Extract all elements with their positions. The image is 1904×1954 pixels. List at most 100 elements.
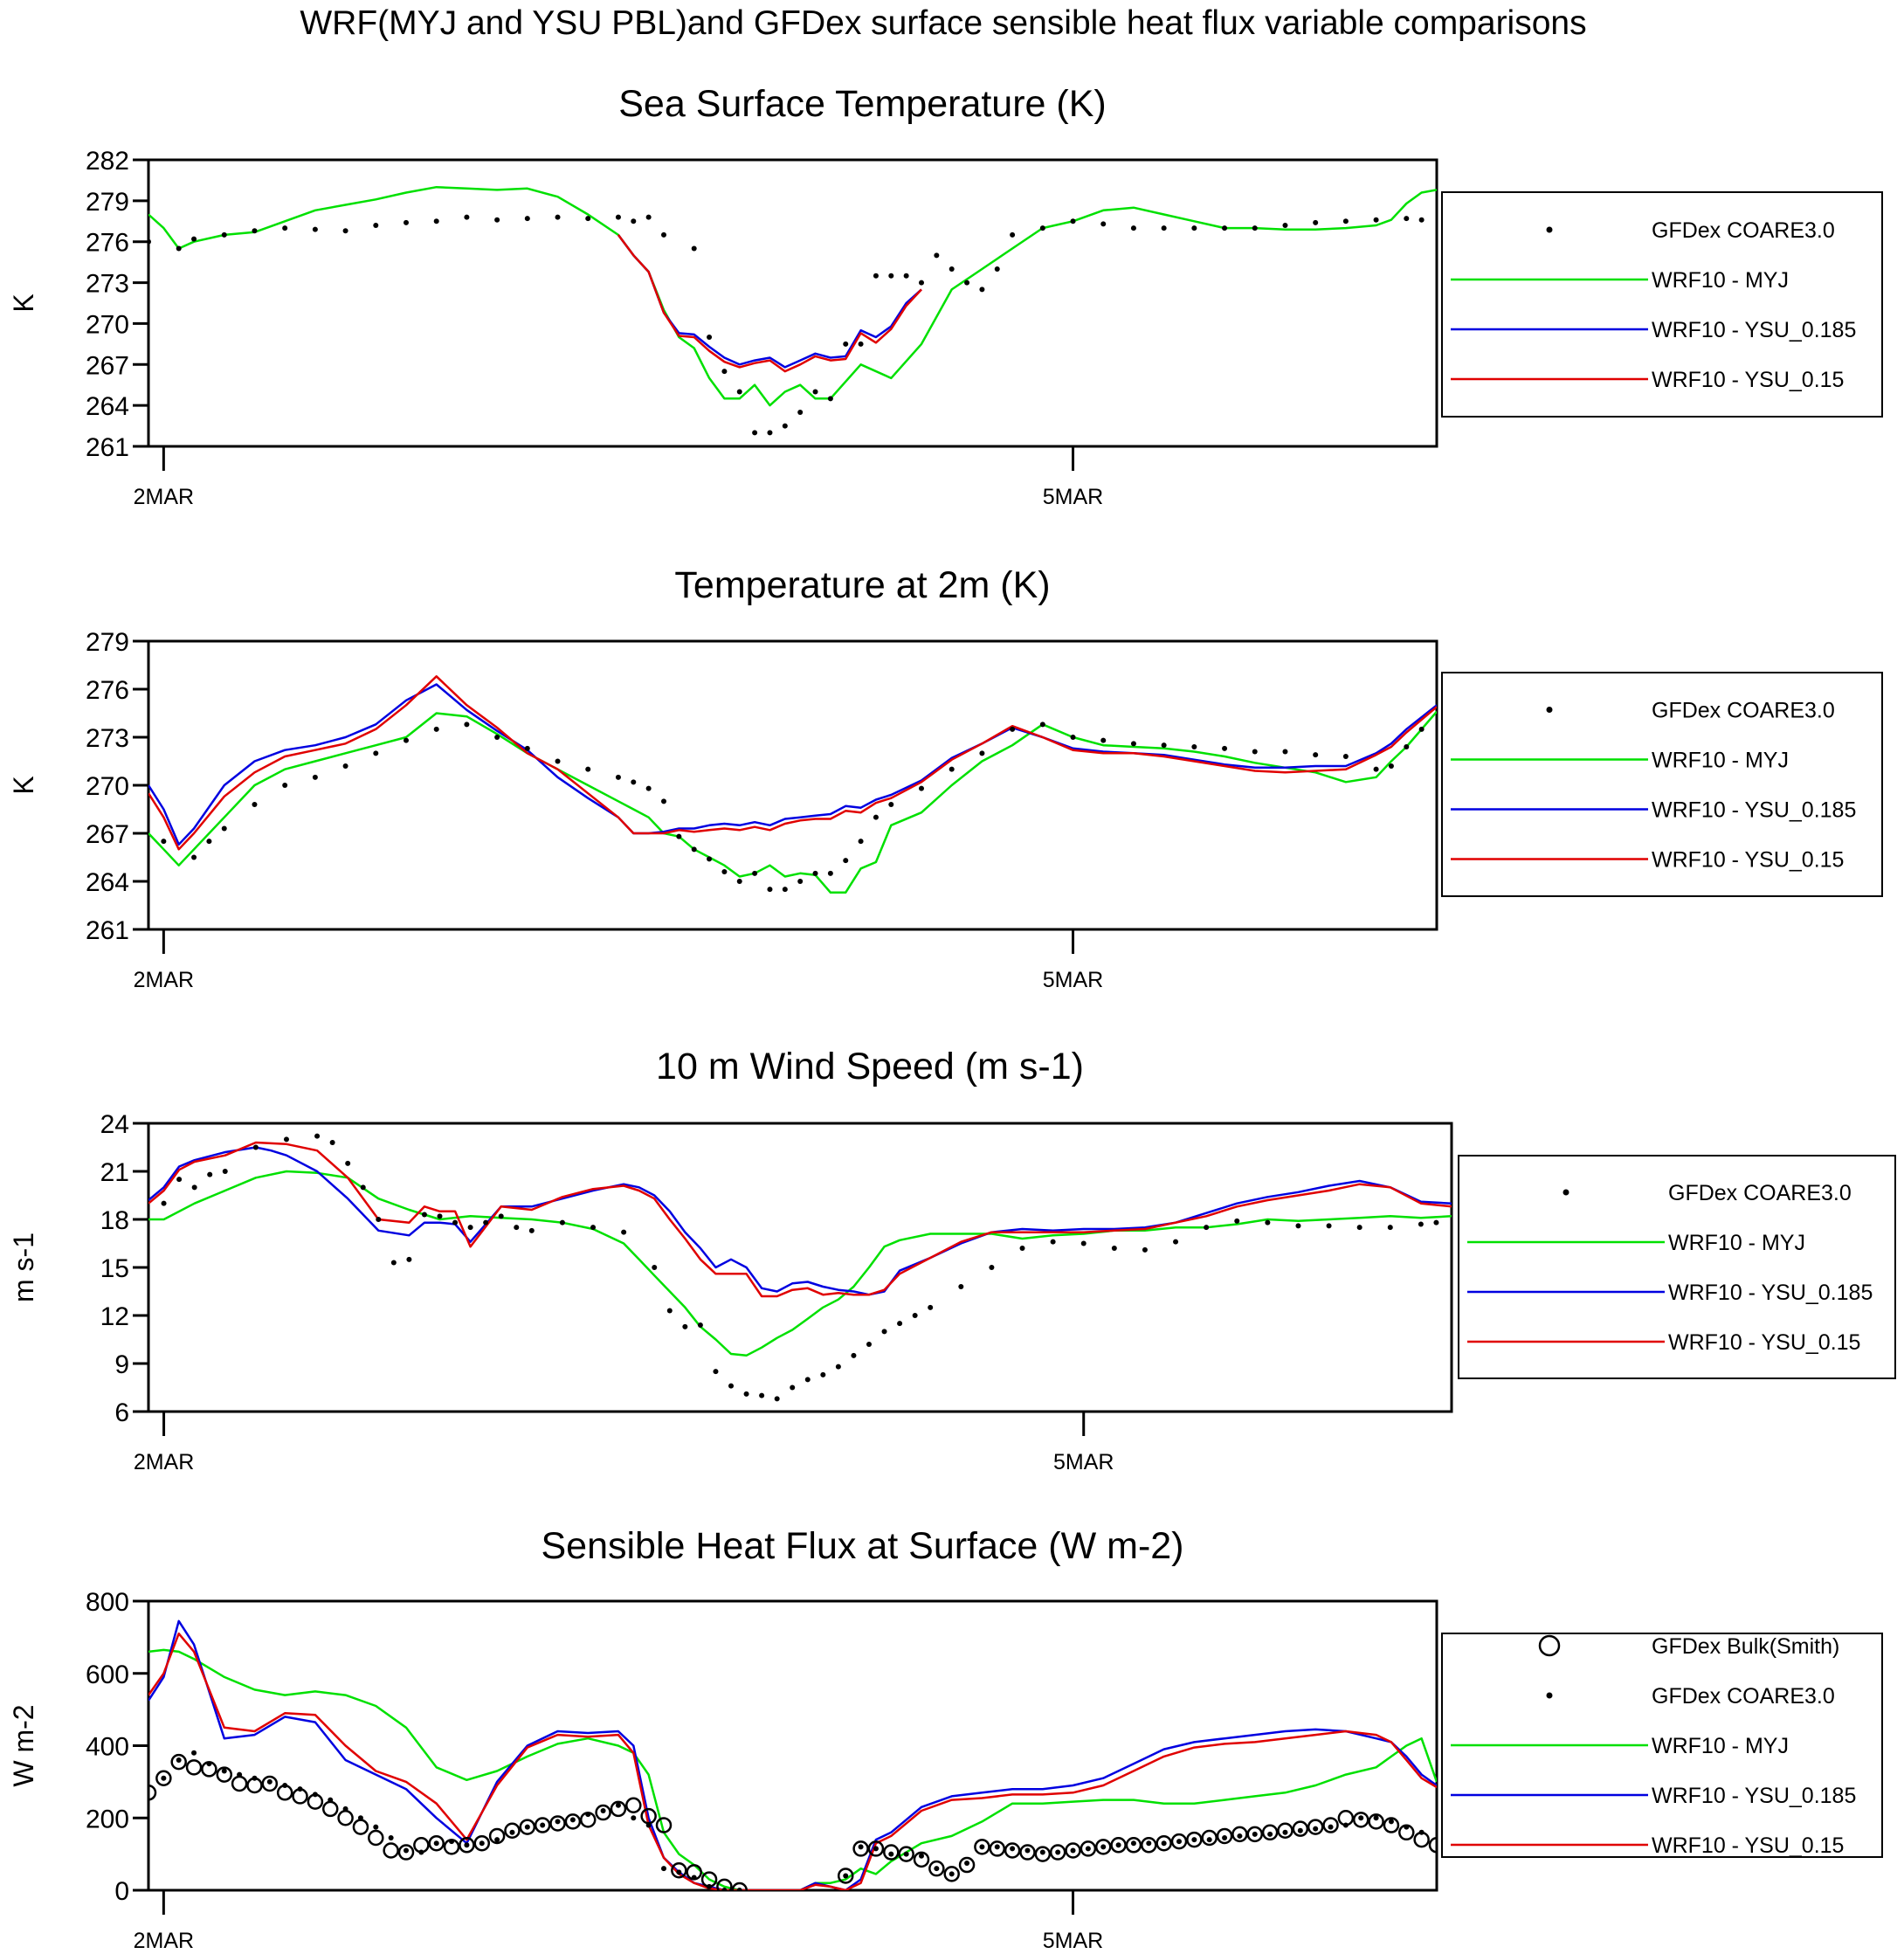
- point-gfdex-coare3-0: [897, 1321, 903, 1327]
- point-gfdex-bulk-smith-: [1352, 1812, 1369, 1828]
- point-gfdex-coare3-0: [494, 217, 500, 223]
- plot-area: [148, 675, 1437, 894]
- point-gfdex-coare3-0: [600, 1807, 606, 1813]
- point-gfdex-bulk-smith-: [686, 1864, 702, 1881]
- point-gfdex-bulk-smith-: [655, 1817, 673, 1833]
- point-gfdex-coare3-0: [919, 785, 924, 791]
- point-gfdex-coare3-0: [676, 1869, 682, 1875]
- point-gfdex-coare3-0: [314, 1133, 321, 1139]
- point-gfdex-coare3-0: [252, 1144, 259, 1150]
- point-gfdex-coare3-0: [191, 236, 197, 242]
- series-line-wrf10-ysu-0-15: [617, 234, 922, 373]
- series-line-wrf10-myj: [148, 710, 1437, 894]
- point-gfdex-bulk-smith-: [989, 1840, 1006, 1857]
- chart-panel-2: Temperature at 2m (K) K 279 276 273 270 267 264…: [8, 564, 1883, 992]
- point-gfdex-coare3-0: [282, 225, 288, 231]
- point-gfdex-coare3-0: [835, 1364, 841, 1370]
- point-gfdex-coare3-0: [464, 1842, 470, 1848]
- point-gfdex-bulk-smith-: [1156, 1834, 1172, 1852]
- point-gfdex-coare3-0: [498, 1213, 504, 1219]
- point-gfdex-coare3-0: [661, 798, 666, 804]
- legend-label: GFDex COARE3.0: [1652, 218, 1835, 243]
- point-gfdex-bulk-smith-: [1428, 1837, 1437, 1854]
- point-gfdex-bulk-smith-: [443, 1839, 460, 1855]
- point-gfdex-coare3-0: [873, 814, 879, 820]
- point-gfdex-coare3-0: [736, 389, 742, 395]
- point-gfdex-coare3-0: [728, 1383, 735, 1389]
- point-gfdex-bulk-smith-: [1004, 1842, 1021, 1859]
- legend-label: WRF10 - MYJ: [1668, 1231, 1805, 1255]
- point-gfdex-coare3-0: [1418, 1221, 1424, 1227]
- point-gfdex-coare3-0: [804, 1377, 811, 1383]
- point-gfdex-coare3-0: [329, 1140, 335, 1145]
- point-gfdex-bulk-smith-: [1368, 1813, 1384, 1830]
- y-tick-label: 273: [86, 270, 129, 299]
- point-gfdex-coare3-0: [1295, 1223, 1301, 1229]
- point-gfdex-coare3-0: [1418, 726, 1425, 732]
- legend-label: GFDex COARE3.0: [1652, 1684, 1835, 1709]
- point-gfdex-bulk-smith-: [216, 1766, 233, 1783]
- y-tick-label: 267: [86, 820, 129, 849]
- legend-symbol-gfdex-coare3-0: [1546, 707, 1553, 713]
- point-gfdex-bulk-smith-: [352, 1819, 369, 1835]
- point-gfdex-coare3-0: [1326, 1223, 1332, 1229]
- point-gfdex-coare3-0: [437, 1213, 443, 1219]
- point-gfdex-coare3-0: [452, 1219, 459, 1226]
- point-gfdex-coare3-0: [851, 1352, 857, 1358]
- point-gfdex-coare3-0: [934, 252, 940, 259]
- point-gfdex-coare3-0: [928, 1304, 934, 1310]
- point-gfdex-coare3-0: [1010, 1846, 1016, 1852]
- point-gfdex-coare3-0: [191, 1750, 197, 1756]
- point-gfdex-bulk-smith-: [321, 1800, 339, 1818]
- legend-label: WRF10 - YSU_0.185: [1668, 1281, 1873, 1305]
- point-gfdex-coare3-0: [283, 1136, 289, 1143]
- point-gfdex-coare3-0: [373, 750, 379, 756]
- point-gfdex-bulk-smith-: [473, 1834, 491, 1852]
- point-gfdex-coare3-0: [721, 1888, 728, 1890]
- point-gfdex-coare3-0: [221, 1768, 227, 1774]
- y-tick-label: 282: [86, 147, 129, 176]
- point-gfdex-bulk-smith-: [292, 1788, 308, 1805]
- point-gfdex-coare3-0: [843, 341, 849, 347]
- point-gfdex-coare3-0: [1388, 763, 1394, 769]
- y-tick-label: 264: [86, 868, 129, 897]
- point-gfdex-coare3-0: [752, 430, 758, 436]
- series-line-wrf10-myj: [148, 1648, 1437, 1890]
- chart-panel-1: Sea Surface Temperature (K) K 282 279 276 273…: [8, 83, 1883, 509]
- point-gfdex-coare3-0: [433, 726, 439, 732]
- point-gfdex-coare3-0: [555, 214, 561, 220]
- point-gfdex-bulk-smith-: [579, 1812, 597, 1828]
- legend: GFDex Bulk(Smith) GFDex COARE3.0 WRF10 - M…: [1441, 1633, 1883, 1858]
- point-gfdex-coare3-0: [1282, 749, 1288, 755]
- point-gfdex-coare3-0: [666, 1308, 673, 1314]
- point-gfdex-coare3-0: [252, 228, 258, 234]
- point-gfdex-coare3-0: [421, 1212, 427, 1218]
- point-gfdex-bulk-smith-: [716, 1878, 733, 1890]
- point-gfdex-coare3-0: [691, 245, 697, 252]
- point-gfdex-coare3-0: [994, 266, 1000, 272]
- point-gfdex-coare3-0: [161, 1775, 167, 1781]
- point-gfdex-coare3-0: [949, 1871, 955, 1877]
- point-gfdex-bulk-smith-: [1170, 1833, 1188, 1850]
- chart-title: Sensible Heat Flux at Surface (W m-2): [541, 1525, 1183, 1567]
- point-gfdex-bulk-smith-: [867, 1840, 885, 1857]
- y-tick-label: 600: [86, 1661, 129, 1689]
- legend-label: GFDex Bulk(Smith): [1652, 1634, 1839, 1659]
- point-gfdex-coare3-0: [514, 1225, 520, 1231]
- point-gfdex-coare3-0: [1055, 1849, 1061, 1855]
- y-tick-label: 264: [86, 392, 129, 421]
- point-gfdex-coare3-0: [524, 216, 530, 222]
- point-gfdex-coare3-0: [467, 1225, 473, 1231]
- point-gfdex-coare3-0: [661, 1866, 666, 1872]
- point-gfdex-coare3-0: [873, 273, 879, 279]
- series-line-wrf10-ysu-0-185: [148, 1619, 1437, 1890]
- point-gfdex-coare3-0: [312, 774, 318, 780]
- point-gfdex-bulk-smith-: [1413, 1831, 1430, 1848]
- legend-label: WRF10 - YSU_0.185: [1652, 1784, 1856, 1808]
- x-tick-label: 5MAR: [1043, 1929, 1103, 1953]
- point-gfdex-coare3-0: [161, 839, 167, 845]
- point-gfdex-bulk-smith-: [958, 1856, 976, 1874]
- point-gfdex-coare3-0: [221, 231, 227, 238]
- point-gfdex-coare3-0: [858, 839, 864, 845]
- y-tick-label: 800: [86, 1588, 129, 1617]
